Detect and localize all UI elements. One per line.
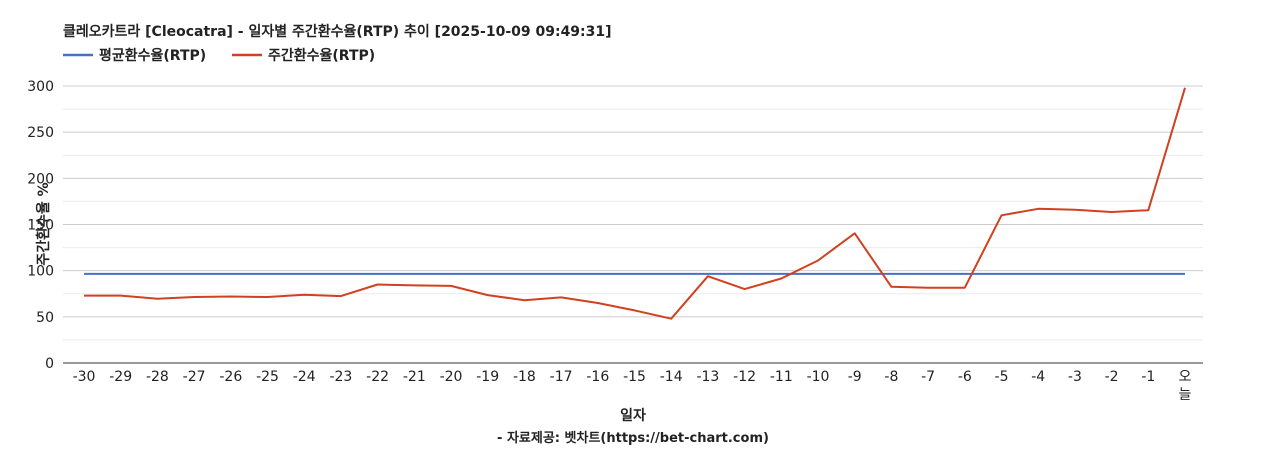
x-tick-label: -21 [403,369,426,385]
x-axis-ticks: -30 -29 -28 -27 -26 -25 -24 -23 -22 -21 -20 -19 -18-… [73,369,1192,403]
x-tick-label: -24 [293,369,316,385]
y-tick-label: 0 [45,356,54,372]
x-tick-label: -22 [366,369,389,385]
x-tick-label: -29 [109,369,132,385]
x-tick-label: -30 [73,369,96,385]
chart-source: - 자료제공: 벳차트(https://bet-chart.com) [497,430,769,446]
series-line-weekly [84,87,1186,320]
y-axis-ticks: 0 50 100 150 200 250 300 [27,79,54,372]
x-tick-label: -6 [958,369,972,385]
x-tick-label: -28 [146,369,169,385]
legend-label-average: 평균환수율(RTP) [99,47,206,64]
x-tick-label: -5 [995,369,1009,385]
x-axis-title: 일자 [620,408,646,424]
x-tick-label: -8 [884,369,898,385]
x-tick-label: -25 [256,369,279,385]
y-tick-label: 200 [27,171,54,187]
y-tick-label: 100 [27,264,54,280]
x-tick-label: -13 [696,369,719,385]
x-tick-label: -11 [770,369,793,385]
x-tick-label: -9 [848,369,862,385]
legend: 평균환수율(RTP) 주간환수율(RTP) [63,47,375,64]
x-tick-label: -15 [623,369,646,385]
x-tick-label: -2 [1105,369,1119,385]
x-tick-label: -18 [513,369,536,385]
x-tick-label: -12 [733,369,756,385]
x-tick-label: -14 [660,369,683,385]
x-tick-label: -27 [183,369,206,385]
x-tick-label: -4 [1031,369,1045,385]
x-tick-label: -7 [921,369,935,385]
gridlines [63,85,1203,341]
x-tick-label: -1 [1141,369,1155,385]
x-tick-label: -26 [219,369,242,385]
x-tick-label: -23 [329,369,352,385]
x-tick-label: -17 [550,369,573,385]
y-tick-label: 50 [36,310,54,326]
x-tick-label: -3 [1068,369,1082,385]
y-tick-label: 150 [27,218,54,234]
y-axis-title: 주간환수율 % [35,182,52,265]
series-lines [84,87,1186,320]
x-tick-label: -10 [807,369,830,385]
x-tick-label: -19 [476,369,499,385]
x-tick-label: -20 [440,369,463,385]
chart-title: 클레오카트라 [Cleocatra] - 일자별 주간환수율(RTP) 추이 [… [63,23,612,40]
legend-label-weekly: 주간환수율(RTP) [268,47,375,64]
y-tick-label: 250 [27,125,54,141]
x-tick-label: -16 [586,369,609,385]
y-tick-label: 300 [27,79,54,95]
